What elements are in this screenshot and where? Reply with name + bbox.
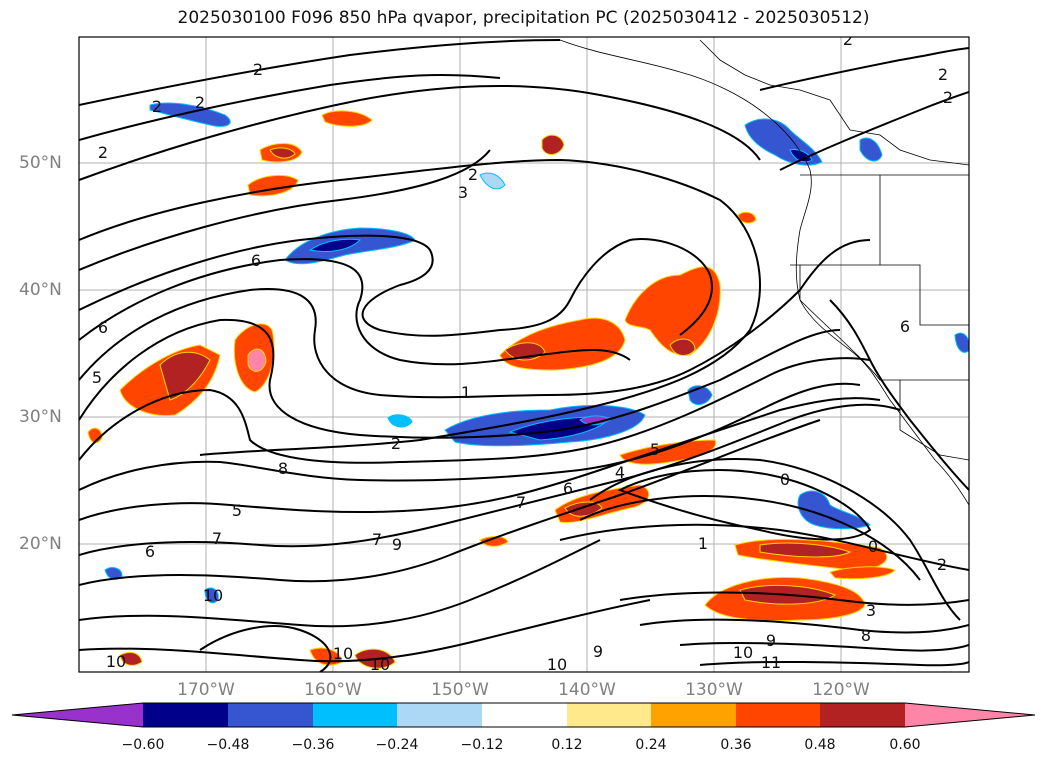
contour-label: 4 bbox=[615, 463, 625, 482]
lat-label: 30°N bbox=[19, 407, 62, 427]
colorbar-segments bbox=[12, 703, 1035, 727]
colorbar-bin bbox=[313, 703, 397, 727]
colorbar-tick: 0.60 bbox=[889, 737, 921, 753]
contour-label: 3 bbox=[866, 601, 876, 620]
colorbar-bin bbox=[736, 703, 820, 727]
contour-label: 10 bbox=[106, 652, 126, 671]
contour-label: 10 bbox=[203, 586, 223, 605]
colorbar bbox=[11, 702, 1036, 728]
lon-label: 130°W bbox=[685, 680, 743, 700]
lon-label: 120°W bbox=[812, 680, 870, 700]
contour-label: 0 bbox=[780, 470, 790, 489]
lat-label: 50°N bbox=[19, 153, 62, 173]
contour-label: 9 bbox=[766, 631, 776, 650]
contour-label: 11 bbox=[761, 653, 781, 672]
contour-label: 2 bbox=[843, 30, 853, 49]
precip-negative bbox=[104, 102, 969, 604]
contour-labels: 2 2 2 2 2 2 2 2 3 6 6 5 1 2 8 5 7 6 7 1 … bbox=[92, 30, 953, 674]
contour-label: 2 bbox=[195, 93, 205, 112]
contour-label: 7 bbox=[516, 493, 526, 512]
colorbar-bin bbox=[143, 703, 228, 727]
precip-positive bbox=[87, 110, 896, 669]
chart-title: 2025030100 F096 850 hPa qvapor, precipit… bbox=[177, 8, 870, 28]
map-panel: 2 2 2 2 2 2 2 2 3 6 6 5 1 2 8 5 7 6 7 1 … bbox=[78, 30, 970, 674]
contour-label: 5 bbox=[92, 368, 102, 387]
contour-label: 6 bbox=[98, 318, 108, 337]
contour-label: 6 bbox=[251, 251, 261, 270]
contour-label: 2 bbox=[253, 60, 263, 79]
contour-label: 10 bbox=[333, 644, 353, 663]
contour-label: 1 bbox=[698, 534, 708, 553]
colorbar-tick: 0.48 bbox=[804, 737, 836, 753]
contour-label: 2 bbox=[152, 97, 162, 116]
contour-label: 6 bbox=[563, 479, 573, 498]
contour-label: 6 bbox=[900, 317, 910, 336]
contour-label: 7 bbox=[372, 530, 382, 549]
colorbar-bin bbox=[651, 703, 736, 727]
contour-label: 2 bbox=[98, 143, 108, 162]
colorbar-bin bbox=[228, 703, 313, 727]
colorbar-extend-max bbox=[905, 703, 1035, 727]
lon-label: 160°W bbox=[304, 680, 362, 700]
contour-label: 9 bbox=[392, 535, 402, 554]
colorbar-extend-min bbox=[12, 703, 143, 727]
colorbar-tick: −0.60 bbox=[121, 737, 165, 753]
contour-label: 2 bbox=[468, 165, 478, 184]
colorbar-bin bbox=[397, 703, 482, 727]
lat-label: 20°N bbox=[19, 534, 62, 554]
lon-label: 150°W bbox=[431, 680, 489, 700]
contour-label: 3 bbox=[458, 183, 468, 202]
contour-label: 8 bbox=[861, 626, 871, 645]
contour-label: 10 bbox=[547, 655, 567, 674]
colorbar-bin bbox=[482, 703, 567, 727]
map-frame bbox=[78, 36, 970, 673]
colorbar-tick: −0.36 bbox=[291, 737, 335, 753]
colorbar-bin bbox=[567, 703, 651, 727]
contour-label: 5 bbox=[650, 440, 660, 459]
colorbar-tick: 0.36 bbox=[720, 737, 752, 753]
coastlines bbox=[559, 39, 969, 506]
contour-label: 1 bbox=[461, 383, 471, 402]
contour-label: 10 bbox=[733, 643, 753, 662]
lon-label: 140°W bbox=[558, 680, 616, 700]
contour-label: 2 bbox=[943, 88, 953, 107]
colorbar-outline bbox=[11, 702, 1036, 728]
contour-label: 2 bbox=[938, 65, 948, 84]
colorbar-tick: −0.12 bbox=[460, 737, 504, 753]
colorbar-tick: 0.12 bbox=[551, 737, 583, 753]
contour-label: 9 bbox=[593, 642, 603, 661]
contour-label: 5 bbox=[232, 501, 242, 520]
colorbar-tick: −0.48 bbox=[206, 737, 250, 753]
qvapor-contours bbox=[79, 39, 969, 672]
lat-label: 40°N bbox=[19, 280, 62, 300]
contour-label: 6 bbox=[145, 542, 155, 561]
contour-label: 7 bbox=[212, 529, 222, 548]
contour-label: 2 bbox=[937, 555, 947, 574]
colorbar-tick: −0.24 bbox=[375, 737, 419, 753]
contour-label: 0 bbox=[868, 537, 878, 556]
lon-label: 170°W bbox=[177, 680, 235, 700]
colorbar-tick: 0.24 bbox=[635, 737, 667, 753]
contour-label: 10 bbox=[370, 655, 390, 674]
colorbar-bin bbox=[820, 703, 905, 727]
contour-label: 2 bbox=[391, 434, 401, 453]
contour-label: 8 bbox=[278, 459, 288, 478]
